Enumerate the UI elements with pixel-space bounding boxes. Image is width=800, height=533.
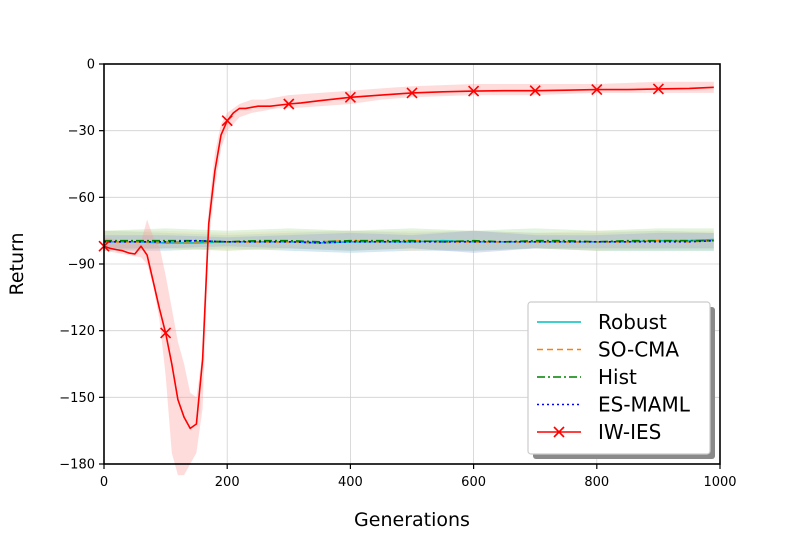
series-markers <box>98 83 664 339</box>
marker-stroke <box>591 83 603 96</box>
marker-iw-ies <box>406 87 418 99</box>
marker-iw-ies <box>283 98 295 110</box>
marker-stroke <box>283 98 295 110</box>
y-tick-label: −90 <box>68 258 95 273</box>
y-tick-label: −60 <box>68 191 95 206</box>
band-hist <box>104 228 714 251</box>
y-axis-label: Return <box>6 232 28 295</box>
marker-iw-ies <box>529 85 541 97</box>
x-tick-label: 1000 <box>703 475 736 490</box>
marker-stroke <box>160 327 172 339</box>
x-tick-label: 200 <box>215 475 240 490</box>
legend: Robust SO-CMA Hist ES-MAML IW-IES <box>527 301 715 459</box>
marker-stroke <box>553 426 565 438</box>
axis-ticks: 0 200 400 600 800 1000 0 −30 −60 −90 −120 −150 −180 <box>59 58 736 491</box>
x-tick-label: 400 <box>338 475 363 490</box>
marker-iw-ies <box>591 83 603 96</box>
series-line-hist <box>104 239 714 243</box>
y-tick-label: −30 <box>68 124 95 139</box>
y-tick-label: −180 <box>59 458 95 473</box>
series-lines <box>103 86 714 430</box>
legend-label-so-cma: SO-CMA <box>598 338 679 362</box>
marker-stroke <box>344 91 356 103</box>
marker-iw-ies <box>344 91 356 103</box>
y-tick-label: 0 <box>87 58 95 73</box>
marker-iw-ies <box>160 327 172 339</box>
marker-stroke <box>221 115 233 127</box>
x-tick-label: 0 <box>100 475 108 490</box>
x-tick-label: 600 <box>461 475 486 490</box>
marker-stroke <box>468 85 480 97</box>
marker-iw-ies <box>468 85 480 97</box>
legend-label-iw-ies: IW-IES <box>598 420 661 444</box>
y-tick-label: −150 <box>59 391 95 406</box>
legend-box <box>527 301 711 455</box>
y-tick-label: −120 <box>59 324 95 339</box>
legend-label-robust: Robust <box>598 310 667 334</box>
marker-iw-ies <box>221 115 233 127</box>
marker-stroke <box>652 83 664 95</box>
x-axis-label: Generations <box>354 509 470 531</box>
marker-stroke <box>529 85 541 97</box>
legend-label-es-maml: ES-MAML <box>598 393 691 417</box>
x-tick-label: 800 <box>584 475 609 490</box>
marker-iw-ies <box>652 83 664 95</box>
marker-stroke <box>406 87 418 99</box>
legend-label-hist: Hist <box>598 365 637 389</box>
legend-marker <box>553 426 565 438</box>
